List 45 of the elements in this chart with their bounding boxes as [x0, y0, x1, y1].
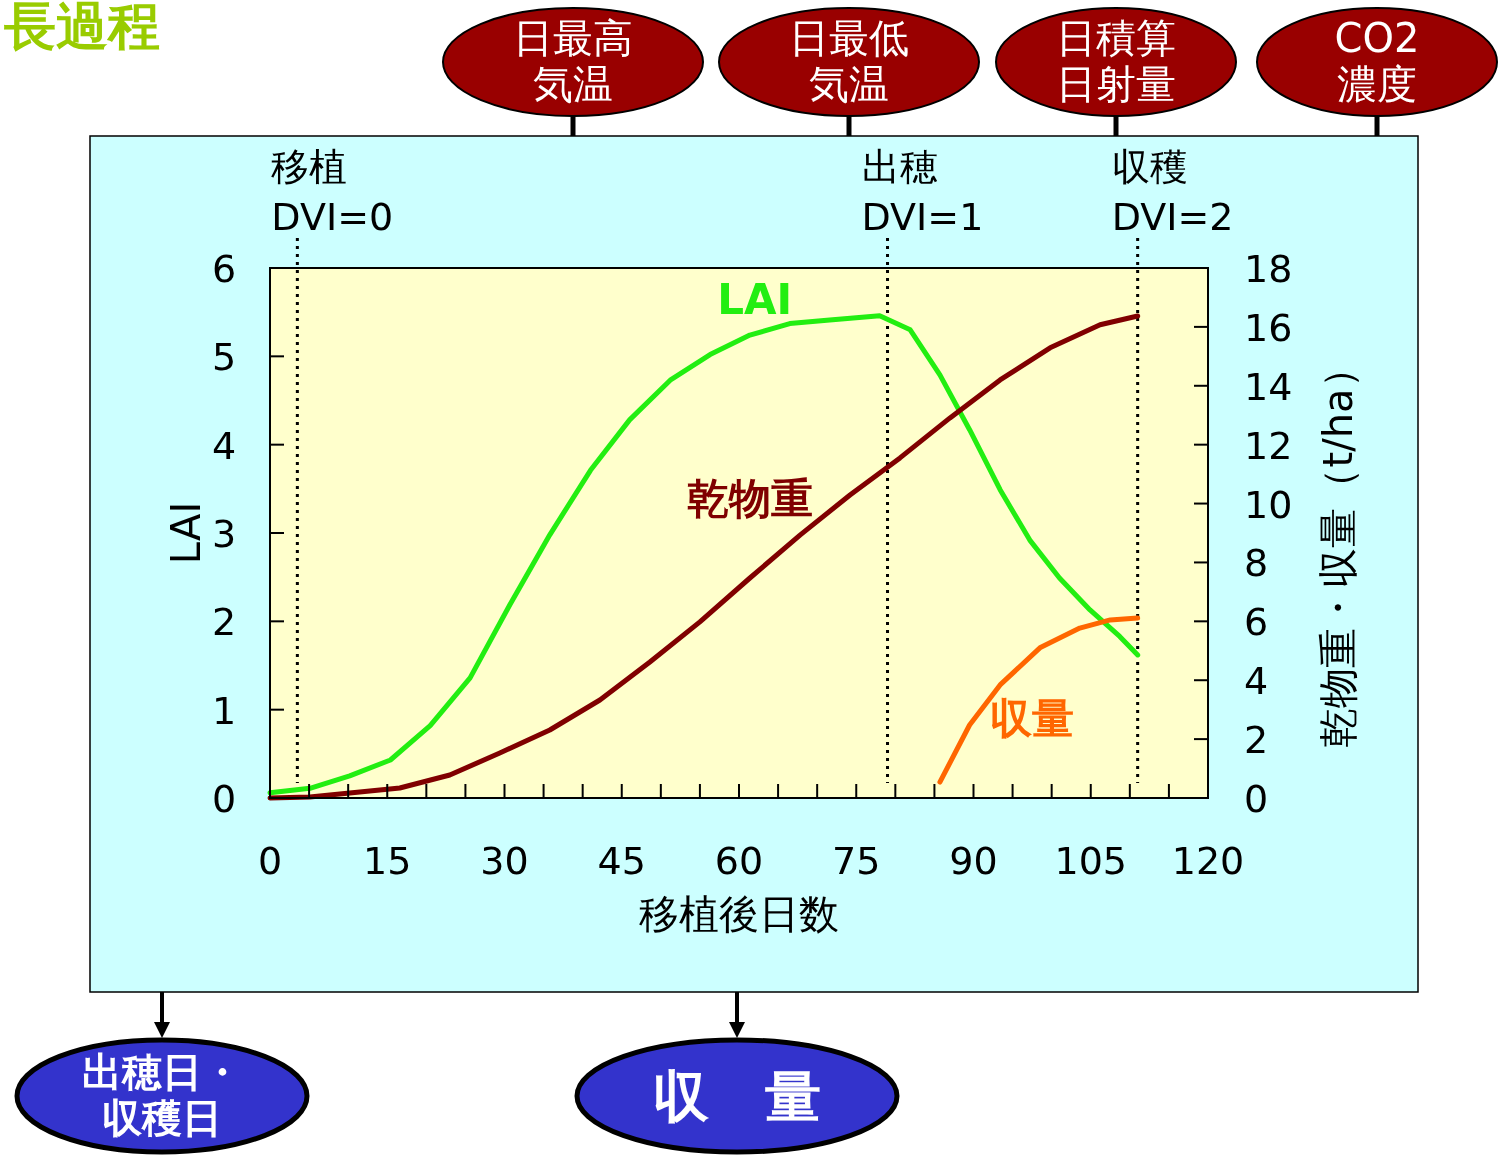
text: 収穫: [1111, 145, 1188, 189]
series-label: LAI: [717, 274, 793, 324]
y-tick-label: 3: [211, 512, 237, 556]
y2-tick-label: 8: [1244, 541, 1269, 586]
x-tick-label: 90: [949, 839, 998, 883]
x-tick-label: 45: [597, 839, 646, 883]
text: DVI=1: [861, 195, 984, 239]
x-tick-label: 75: [832, 839, 881, 883]
text: DVI=0: [271, 195, 394, 239]
text: 収 量: [653, 1064, 821, 1129]
text: 出穂: [861, 145, 938, 189]
y2-tick-label: 4: [1244, 659, 1269, 704]
text: 移植: [271, 145, 348, 189]
x-axis-title: 移植後日数: [639, 891, 839, 937]
y2-tick-label: 6: [1244, 600, 1269, 645]
y2-tick-label: 12: [1244, 423, 1293, 468]
y2-tick-label: 0: [1244, 777, 1269, 821]
x-tick-label: 105: [1054, 839, 1128, 883]
series-label: 収量: [989, 693, 1074, 743]
x-tick-label: 60: [714, 839, 764, 883]
x-tick-label: 30: [480, 839, 529, 883]
x-tick-label: 0: [257, 839, 283, 883]
y-tick-label: 2: [211, 600, 237, 645]
x-tick-label: 120: [1171, 839, 1245, 883]
y2-tick-label: 2: [1244, 718, 1269, 763]
y-tick-label: 5: [211, 335, 237, 380]
text: 日最高気温: [513, 15, 633, 107]
y-axis-title: LAI: [163, 501, 209, 565]
text: 日最低気温: [789, 15, 909, 107]
text: DVI=2: [1111, 195, 1234, 239]
y-tick-label: 0: [211, 777, 237, 821]
y-tick-label: 6: [211, 247, 237, 291]
y2-tick-label: 10: [1244, 482, 1293, 527]
y2-tick-label: 18: [1244, 247, 1293, 291]
y2-axis-title: 乾物重・収量（t/ha）: [1315, 348, 1361, 748]
x-tick-label: 15: [363, 839, 412, 883]
y2-tick-label: 14: [1244, 364, 1293, 409]
y-tick-label: 4: [211, 423, 237, 468]
text: CO2濃度: [1334, 15, 1420, 107]
chart-title: 長過程: [3, 0, 160, 56]
series-label: 乾物重: [686, 474, 813, 524]
text: 出穂日・収穫日: [82, 1049, 242, 1141]
y2-tick-label: 16: [1244, 305, 1293, 350]
text: 日積算日射量: [1056, 15, 1176, 107]
y-tick-label: 1: [211, 688, 237, 733]
